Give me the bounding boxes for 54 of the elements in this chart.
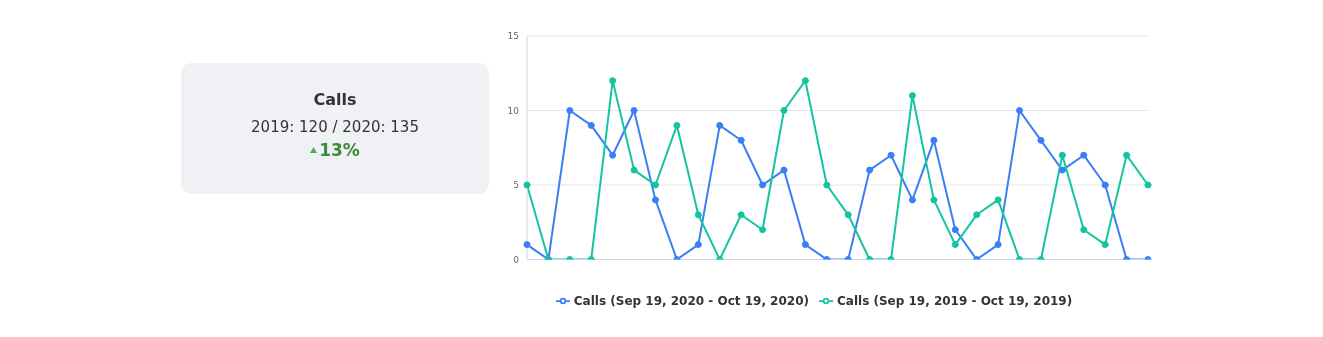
point xyxy=(951,241,959,249)
point xyxy=(994,196,1002,204)
point xyxy=(737,136,745,144)
point xyxy=(801,77,809,85)
point xyxy=(716,121,724,129)
point xyxy=(1123,151,1131,159)
y-tick-label: 0 xyxy=(513,254,520,265)
y-tick-label: 5 xyxy=(513,180,519,191)
point xyxy=(844,211,852,219)
point xyxy=(1080,226,1088,234)
point xyxy=(1101,241,1109,249)
point xyxy=(651,181,659,189)
point xyxy=(930,196,938,204)
legend-label: Calls (Sep 19, 2020 - Oct 19, 2020) xyxy=(573,293,809,308)
point xyxy=(1101,181,1109,189)
point xyxy=(1058,166,1066,174)
point xyxy=(609,77,617,85)
point xyxy=(1016,107,1024,114)
point xyxy=(523,181,531,189)
point xyxy=(908,92,916,100)
point xyxy=(1080,151,1088,159)
point xyxy=(1144,181,1152,189)
point xyxy=(523,241,531,249)
point xyxy=(908,196,916,204)
y-tick-label: 15 xyxy=(507,31,519,42)
point xyxy=(930,136,938,144)
point xyxy=(823,181,831,189)
point xyxy=(673,121,681,129)
point xyxy=(887,151,895,159)
point xyxy=(951,226,959,234)
legend-label: Calls (Sep 19, 2019 - Oct 19, 2019) xyxy=(837,293,1073,308)
point xyxy=(759,226,767,234)
text: Calls xyxy=(312,90,358,109)
point xyxy=(630,166,638,174)
point xyxy=(630,107,638,114)
point xyxy=(780,166,788,174)
text: 13% xyxy=(319,140,360,160)
point xyxy=(609,151,617,159)
point xyxy=(759,181,767,189)
point xyxy=(973,211,981,219)
point xyxy=(1037,136,1045,144)
point xyxy=(651,196,659,204)
point xyxy=(1058,151,1066,159)
point xyxy=(566,107,574,114)
point xyxy=(694,211,702,219)
point xyxy=(694,241,702,249)
point xyxy=(801,241,809,249)
point xyxy=(780,107,788,114)
text: 2019: 120 / 2020: 135 xyxy=(250,118,420,136)
point xyxy=(866,166,874,174)
y-tick-label: 10 xyxy=(507,105,520,116)
point xyxy=(994,241,1002,249)
point xyxy=(587,121,595,129)
point xyxy=(737,211,745,219)
